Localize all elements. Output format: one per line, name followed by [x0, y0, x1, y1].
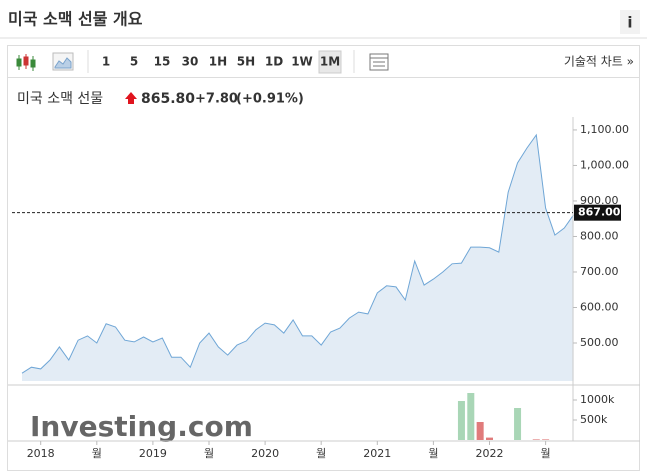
price-change: +7.80 [195, 92, 238, 107]
y-tick-label: 900.00 [580, 194, 619, 207]
y-tick-label: 1,000.00 [580, 158, 629, 171]
table-icon[interactable] [369, 53, 389, 71]
volume-bar [467, 393, 475, 440]
volume-tick-label: 1000k [580, 393, 615, 406]
timeframe-button[interactable]: 15 [154, 55, 171, 69]
timeframe-selected[interactable] [318, 50, 342, 74]
timeframe-button[interactable]: 1M [320, 55, 340, 69]
technical-chart-link[interactable]: 기술적 차트 » [564, 55, 634, 69]
x-tick-label: 월 [92, 447, 102, 460]
percent-change: (+0.91%) [236, 92, 304, 107]
volume-bar [476, 422, 484, 440]
info-button[interactable] [620, 10, 640, 34]
x-tick-label: 2018 [27, 447, 55, 460]
up-arrow [125, 92, 137, 104]
y-tick-label: 800.00 [580, 229, 619, 242]
info-icon[interactable]: i [627, 14, 632, 32]
volume-bar [542, 439, 550, 440]
volume-bar [457, 401, 465, 440]
volume-bar [514, 408, 522, 440]
timeframe-button[interactable]: 5 [130, 55, 138, 69]
x-tick-label: 월 [541, 447, 551, 460]
candle-icon[interactable] [16, 54, 36, 71]
price-area [22, 134, 574, 381]
last-price: 865.80 [141, 91, 195, 107]
instrument-name: 미국 소맥 선물 [17, 91, 103, 107]
volume-bar [486, 437, 493, 440]
x-tick-label: 2021 [363, 447, 391, 460]
current-price-badge [574, 204, 621, 221]
area-icon[interactable] [52, 52, 74, 71]
timeframe-button[interactable]: 1H [209, 55, 227, 69]
y-tick-label: 700.00 [580, 265, 619, 278]
x-tick-label: 월 [204, 447, 214, 460]
x-tick-label: 2019 [139, 447, 167, 460]
volume-tick-label: 500k [580, 413, 608, 426]
watermark: Investing.com [30, 410, 253, 443]
page-title: 미국 소맥 선물 개요 [8, 10, 143, 29]
current-price-label: 867.00 [578, 206, 621, 219]
x-tick-label: 월 [428, 447, 438, 460]
y-tick-label: 1,100.00 [580, 123, 629, 136]
x-tick-label: 2020 [251, 447, 279, 460]
x-tick-label: 월 [316, 447, 326, 460]
x-tick-label: 2022 [476, 447, 504, 460]
y-tick-label: 500.00 [580, 336, 619, 349]
timeframe-button[interactable]: 1D [265, 55, 283, 69]
y-tick-label: 600.00 [580, 300, 619, 313]
volume-bar [532, 439, 540, 440]
timeframe-button[interactable]: 5H [237, 55, 255, 69]
timeframe-button[interactable]: 1W [291, 55, 313, 69]
price-line [21, 133, 575, 374]
timeframe-button[interactable]: 30 [182, 55, 199, 69]
timeframe-button[interactable]: 1 [102, 55, 110, 69]
